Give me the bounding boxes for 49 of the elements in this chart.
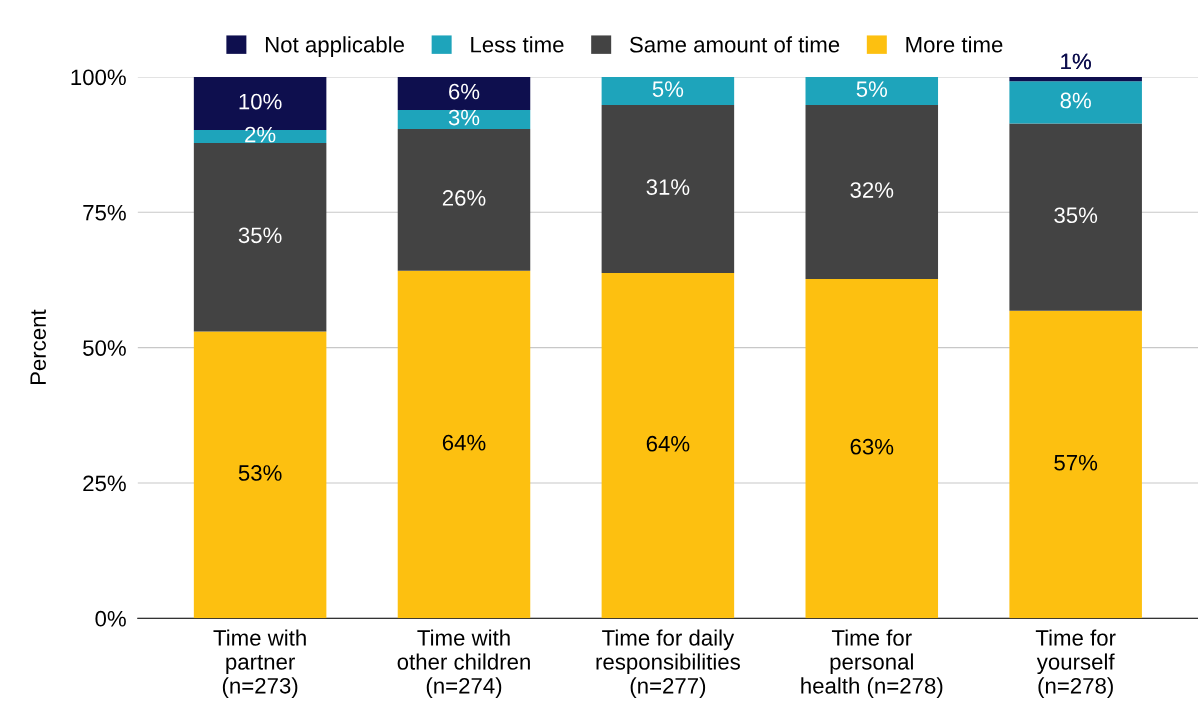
data-label: 5% [652, 81, 684, 97]
x-tick-label: Time for daily responsibilities (n=277) [596, 629, 740, 699]
bar [601, 272, 735, 619]
data-label: 35% [238, 227, 282, 244]
data-label: 35% [1054, 207, 1098, 224]
y-axis-title: Percent [30, 309, 46, 385]
bar [1009, 123, 1142, 311]
data-label: 6% [449, 83, 480, 100]
data-label: 10% [239, 93, 282, 110]
data-label: 57% [1054, 454, 1098, 471]
data-label: 2% [245, 126, 276, 143]
x-tick-label: Time with other children (n=274) [397, 629, 530, 699]
data-label: 3% [448, 109, 480, 126]
y-tick-label: 25% [83, 475, 126, 492]
data-label: 53% [238, 465, 282, 481]
bar [805, 105, 939, 279]
data-label: 31% [646, 179, 690, 195]
y-tick-label: 50% [83, 340, 126, 356]
bar [397, 109, 531, 129]
bar [601, 105, 735, 273]
bar [805, 76, 939, 106]
data-label: 26% [442, 190, 486, 206]
data-label: 32% [850, 182, 894, 198]
bar [805, 278, 939, 619]
bar [1009, 81, 1142, 124]
y-tick-label: 100% [71, 69, 126, 86]
bar [193, 142, 327, 332]
bar [601, 76, 735, 106]
bar [397, 270, 531, 619]
data-label: 63% [850, 438, 894, 455]
data-label: 64% [442, 434, 486, 451]
legend-label: Not applicable [265, 36, 404, 57]
data-label: 8% [1060, 92, 1091, 109]
bar [193, 331, 327, 619]
bar [1009, 76, 1142, 82]
x-tick-label: Time with partner (n=273) [213, 629, 306, 699]
data-label: 5% [856, 81, 888, 97]
bar [397, 128, 531, 271]
data-label: 64% [646, 435, 690, 452]
y-tick-label: 0% [95, 610, 126, 627]
x-tick-label: Time for yourself (n=278) [1035, 629, 1116, 699]
bar [397, 76, 531, 110]
x-tick-label: Time for personal health (n=278) [801, 629, 943, 699]
data-label: 1% [1061, 53, 1091, 70]
legend-label: Same amount of time [629, 36, 840, 53]
bar [1009, 310, 1142, 619]
legend-label: More time [906, 36, 1003, 53]
y-tick-label: 75% [83, 204, 126, 221]
legend-label: Less time [471, 36, 564, 53]
